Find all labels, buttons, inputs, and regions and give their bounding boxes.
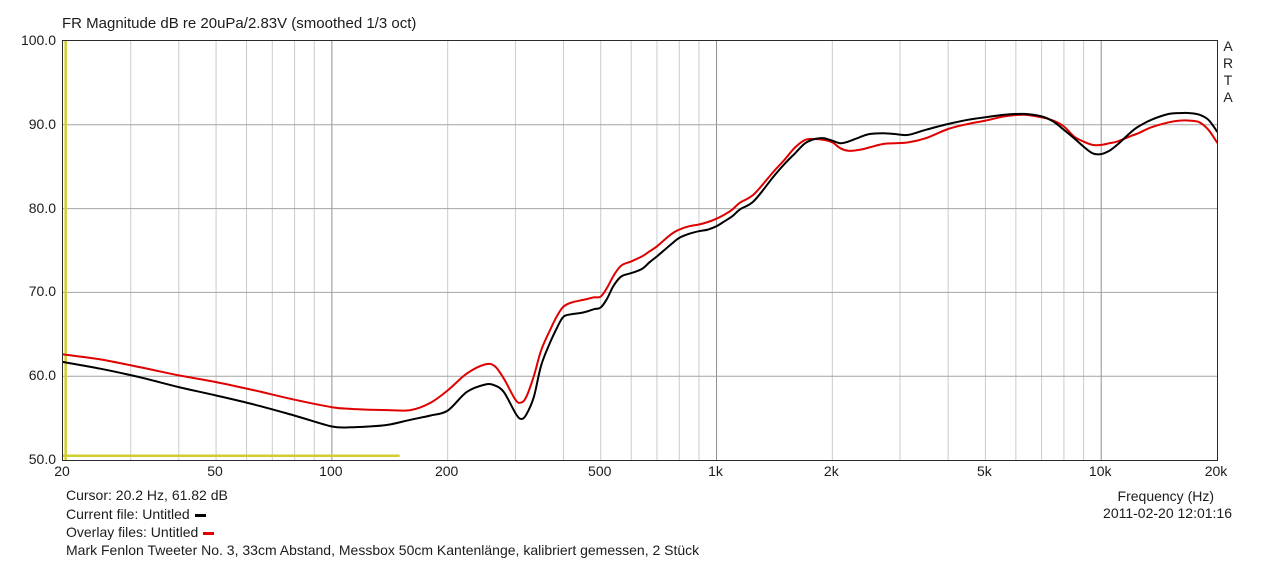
arta-watermark-letter: A bbox=[1223, 89, 1233, 105]
x-axis-tick-label: 20k bbox=[1204, 463, 1228, 479]
x-axis-tick-label: 100 bbox=[319, 463, 343, 479]
arta-watermark-letter: R bbox=[1222, 55, 1234, 71]
y-axis-tick-label: 80.0 bbox=[28, 199, 56, 216]
arta-watermark-letter: T bbox=[1223, 72, 1233, 88]
cursor-readout: Cursor: 20.2 Hz, 61.82 dB bbox=[66, 487, 228, 503]
current-file-label: Current file: Untitled bbox=[66, 506, 190, 522]
curve-current-file bbox=[63, 111, 1217, 429]
current-file-row: Current file: Untitled bbox=[66, 506, 206, 522]
curve-overlay-file bbox=[63, 113, 1217, 412]
measurement-note: Mark Fenlon Tweeter No. 3, 33cm Abstand,… bbox=[66, 542, 700, 558]
y-axis-tick-label: 70.0 bbox=[28, 283, 56, 300]
arta-watermark-letter: A bbox=[1223, 38, 1233, 54]
y-axis-tick-label: 100.0 bbox=[20, 32, 56, 48]
x-axis-tick-label: 500 bbox=[588, 463, 612, 479]
fr-magnitude-chart[interactable] bbox=[63, 41, 1217, 460]
x-axis-tick-label: 50 bbox=[207, 463, 223, 479]
x-axis-tick-label: 5k bbox=[977, 463, 992, 479]
y-axis-tick-label: 90.0 bbox=[28, 115, 56, 132]
plot-area[interactable] bbox=[62, 40, 1218, 461]
datetime-stamp: 2011-02-20 12:01:16 bbox=[1103, 505, 1232, 521]
chart-title: FR Magnitude dB re 20uPa/2.83V (smoothed… bbox=[62, 15, 417, 32]
overlay-files-row: Overlay files: Untitled bbox=[66, 524, 215, 540]
x-axis-tick-label: 200 bbox=[434, 463, 459, 479]
overlay-file-color-swatch bbox=[203, 532, 215, 535]
x-axis-tick-label: 10k bbox=[1088, 463, 1112, 479]
y-axis-tick-label: 60.0 bbox=[28, 367, 56, 384]
y-axis-tick-label: 50.0 bbox=[28, 451, 56, 467]
current-file-color-swatch bbox=[194, 514, 206, 517]
x-axis-tick-label: 1k bbox=[708, 463, 723, 479]
x-axis-title: Frequency (Hz) bbox=[1117, 488, 1214, 504]
overlay-files-label: Overlay files: Untitled bbox=[66, 524, 199, 540]
x-axis-tick-label: 2k bbox=[823, 463, 839, 479]
x-axis-tick-label: 20 bbox=[54, 463, 70, 479]
